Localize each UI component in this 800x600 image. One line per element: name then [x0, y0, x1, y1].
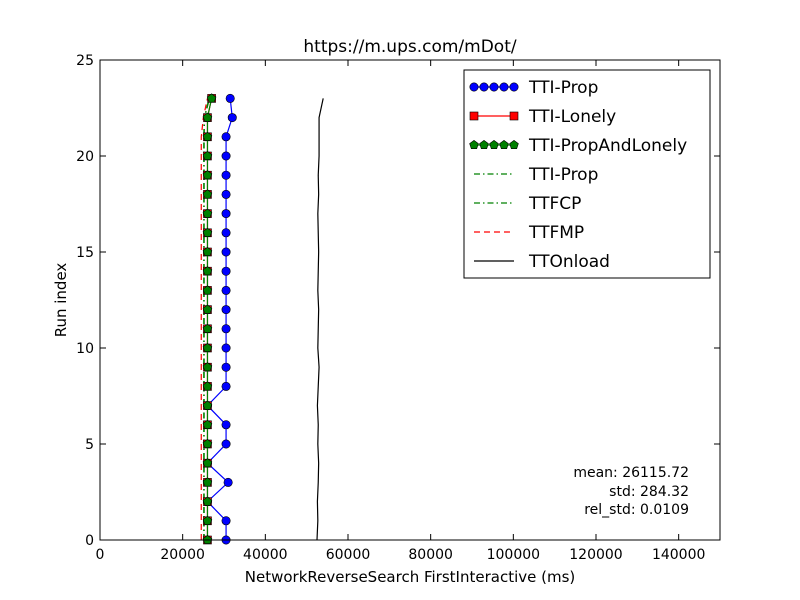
series-0-point: [221, 420, 231, 430]
x-tick-label: 60000: [326, 547, 371, 563]
series-2-point: [202, 189, 213, 199]
x-axis-label: NetworkReverseSearch FirstInteractive (m…: [245, 568, 576, 586]
series-layer: [200, 93, 324, 545]
legend-label-1: TTI-Lonely: [528, 107, 616, 127]
plot-frame: [99, 59, 721, 541]
legend-marker-2: [509, 140, 519, 150]
legend-marker-2: [479, 140, 489, 150]
series-0-point: [221, 381, 231, 391]
series-2-point: [202, 170, 213, 180]
series-0-point: [223, 477, 233, 487]
y-tick-label: 5: [85, 437, 94, 453]
series-line-5: [200, 98, 209, 540]
series-2-point: [202, 304, 213, 314]
series-0-point: [221, 209, 231, 219]
y-tick-label: 15: [76, 245, 94, 261]
x-tick-label: 80000: [408, 547, 453, 563]
legend-marker-2: [469, 140, 479, 150]
series-0-point: [221, 151, 231, 161]
legend-label-2: TTI-PropAndLonely: [528, 136, 687, 156]
std-annotation: std: 284.32: [609, 484, 689, 500]
series-0-point: [221, 228, 231, 238]
series-0-point: [221, 285, 231, 295]
x-tick-label: 120000: [569, 547, 622, 563]
legend-label-0: TTI-Prop: [528, 78, 598, 98]
series-0-point: [221, 439, 231, 449]
series-2-point: [202, 362, 213, 372]
legend-marker-0: [479, 82, 489, 92]
series-line-6: [316, 98, 324, 541]
series-0-point: [221, 362, 231, 372]
series-2-point: [202, 323, 213, 333]
y-tick-label: 0: [85, 533, 94, 549]
x-tick-label: 20000: [160, 547, 205, 563]
legend: TTI-Prop TTI-Lonely TTI-PropAndLonely TTI-P…: [463, 69, 711, 279]
y-tick-label: 25: [76, 53, 94, 69]
legend-marker-0: [469, 82, 479, 92]
legend-marker-0: [509, 82, 519, 92]
series-2-point: [202, 112, 213, 122]
series-2-point: [202, 458, 213, 468]
series-2-point: [202, 208, 213, 218]
series-2-point: [202, 381, 213, 391]
series-2-point: [202, 477, 213, 487]
legend-marker-2: [499, 140, 509, 150]
series-2-point: [202, 151, 213, 161]
series-2-point: [202, 343, 213, 353]
series-0-point: [221, 170, 231, 180]
x-tick-label: 0: [96, 547, 105, 563]
series-0-point: [221, 305, 231, 315]
y-axis-label: Run index: [52, 263, 70, 338]
series-2-point: [202, 496, 213, 506]
series-0-point: [221, 247, 231, 257]
y-tick-label: 10: [76, 341, 94, 357]
legend-label-3: TTI-Prop: [528, 165, 598, 185]
legend-marker-0: [489, 82, 499, 92]
mean-annotation: mean: 26115.72: [573, 465, 689, 481]
x-tick-label: 40000: [243, 547, 288, 563]
ticks-layer: 0 20000 40000 60000 80000 100000 120000 140000 0…: [76, 53, 720, 563]
series-2-point: [202, 400, 213, 410]
series-2-point: [202, 266, 213, 276]
legend-label-4: TTFCP: [528, 194, 581, 214]
legend-marker-0: [499, 82, 509, 92]
legend-marker-1: [509, 111, 519, 121]
series-2-point: [206, 93, 217, 103]
series-0-point: [221, 189, 231, 199]
series-2-point: [202, 419, 213, 429]
stats-annotation: mean: 26115.72 std: 284.32 rel_std: 0.01…: [573, 465, 689, 518]
series-2-point: [202, 285, 213, 295]
series-0-point: [221, 516, 231, 526]
series-0-point: [221, 132, 231, 142]
series-2-point: [202, 227, 213, 237]
rel-std-annotation: rel_std: 0.0109: [584, 502, 689, 518]
legend-marker-2: [489, 140, 499, 150]
series-0-point: [225, 93, 235, 103]
series-0-point: [227, 113, 237, 123]
x-tick-label: 100000: [487, 547, 540, 563]
series-2-point: [202, 439, 213, 449]
chart-title: https://m.ups.com/mDot/: [303, 37, 516, 57]
series-2-point: [202, 131, 213, 141]
legend-marker-1: [469, 111, 479, 121]
series-0-point: [221, 266, 231, 276]
legend-label-6: TTOnload: [528, 252, 610, 272]
series-0-point: [221, 324, 231, 334]
series-0-point: [221, 343, 231, 353]
y-tick-label: 20: [76, 149, 94, 165]
legend-label-5: TTFMP: [528, 223, 584, 243]
series-2-point: [202, 247, 213, 257]
x-tick-label: 140000: [652, 547, 705, 563]
series-2-point: [202, 515, 213, 525]
